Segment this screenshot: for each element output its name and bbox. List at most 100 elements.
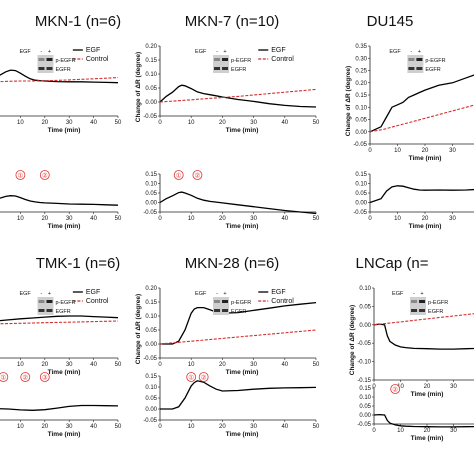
x-tick-label: 20	[219, 362, 226, 368]
series-line-control	[159, 329, 317, 345]
blot-band	[46, 309, 53, 312]
blot-sign: +	[223, 291, 226, 297]
blot-band-label: EGFR	[55, 309, 70, 315]
inset-x-tick-label: 0	[158, 424, 162, 430]
x-tick-label: 20	[422, 148, 429, 154]
series-line-control	[159, 88, 317, 103]
inset-y-tick-label: 0.00	[145, 407, 157, 413]
y-tick-label: 0.10	[359, 286, 371, 292]
x-tick-label: 50	[115, 120, 122, 126]
blot-band	[222, 300, 229, 303]
time-point-marker-label: ②	[42, 171, 48, 179]
y-tick-label: 0.20	[145, 286, 157, 292]
series-line-egf	[369, 74, 474, 133]
y-tick-label: 0.00	[359, 323, 371, 329]
y-tick-label: 0.05	[355, 118, 367, 124]
inset-x-tick-label: 50	[313, 216, 320, 222]
inset-series-line	[0, 404, 119, 411]
inset-x-tick-label: 10	[17, 424, 24, 430]
y-tick-label: -0.05	[357, 341, 371, 347]
x-tick-label: 10	[397, 384, 404, 390]
blot-image	[410, 297, 427, 315]
blot-band	[416, 58, 423, 61]
blot-band	[411, 309, 418, 312]
y-tick-label: 0.00	[355, 130, 367, 136]
blot-band	[38, 300, 45, 303]
blot-image	[213, 297, 230, 315]
inset-y-tick-label: 0.15	[145, 374, 157, 380]
inset-y-tick-label: 0.05	[359, 404, 371, 410]
y-axis-label: Change of ΔR (degree)	[345, 66, 352, 136]
panel-title: MKN-1 (n=6)	[35, 13, 121, 30]
blot-image	[213, 55, 230, 73]
inset-y-tick-label: 0.15	[145, 172, 157, 178]
inset-y-tick-label: 0.05	[145, 396, 157, 402]
inset-y-tick-label: 0.00	[355, 201, 367, 207]
blot-band-label: p-EGFR	[55, 58, 75, 64]
inset-x-tick-label: 40	[90, 216, 97, 222]
inset-y-tick-label: -0.05	[353, 210, 367, 216]
legend-label: EGF	[86, 47, 100, 54]
blot-treatment-label: EGF	[392, 291, 404, 297]
blot-sign: -	[216, 291, 218, 297]
inset-x-tick-label: 0	[158, 216, 162, 222]
y-tick-label: 0.25	[355, 69, 367, 75]
x-tick-label: 0	[372, 384, 376, 390]
blot-sign: -	[410, 49, 412, 55]
y-tick-label: 0.30	[355, 56, 367, 62]
inset-x-tick-label: 20	[219, 424, 226, 430]
blot-band	[214, 58, 221, 61]
inset-x-axis-label: Time (min)	[48, 223, 81, 230]
time-point-marker-label: ②	[392, 385, 398, 393]
time-point-marker	[20, 372, 31, 382]
blot-band	[38, 67, 45, 70]
blot-band	[46, 67, 53, 70]
blot-sign: +	[48, 291, 51, 297]
blot-band	[419, 309, 426, 312]
y-tick-label: -0.15	[357, 378, 371, 384]
inset-x-tick-label: 10	[394, 216, 401, 222]
y-tick-label: -0.05	[353, 142, 367, 148]
inset-x-tick-label: 30	[66, 424, 73, 430]
series-line-control	[0, 77, 119, 83]
y-tick-label: 0.05	[145, 86, 157, 92]
y-tick-label: 0.00	[145, 342, 157, 348]
x-axis-label: Time (min)	[411, 391, 444, 398]
inset-x-tick-label: 30	[66, 216, 73, 222]
blot-image	[37, 55, 54, 73]
blot-sign: -	[216, 49, 218, 55]
blot-sign: -	[413, 291, 415, 297]
inset-y-tick-label: 0.05	[355, 191, 367, 197]
inset-x-tick-label: 50	[115, 424, 122, 430]
x-tick-label: 30	[449, 148, 456, 154]
y-axis-label: Change of ΔR (degree)	[135, 294, 142, 364]
x-axis-label: Time (min)	[226, 369, 259, 376]
x-axis-label: Time (min)	[48, 127, 81, 134]
series-line-egf	[0, 315, 119, 322]
x-tick-label: 20	[219, 120, 226, 126]
blot-treatment-label: EGF	[389, 49, 401, 55]
x-tick-label: 10	[17, 362, 24, 368]
blot-band	[214, 309, 221, 312]
y-tick-label: -0.05	[143, 114, 157, 120]
inset-x-tick-label: 20	[41, 424, 48, 430]
blot-band-label: p-EGFR	[425, 58, 445, 64]
time-point-marker	[0, 372, 9, 382]
blot-band	[46, 58, 53, 61]
y-axis-label: Change of ΔR (degree)	[349, 305, 356, 375]
time-point-marker-label: ①	[0, 373, 6, 381]
y-tick-label: 0.20	[145, 44, 157, 50]
time-point-marker-label: ③	[42, 373, 48, 381]
y-tick-label: 0.10	[145, 72, 157, 78]
inset-y-tick-label: -0.05	[143, 210, 157, 216]
x-tick-label: 40	[281, 362, 288, 368]
panel-title: LNCap (n=	[356, 255, 429, 272]
inset-y-tick-label: 0.00	[145, 201, 157, 207]
x-tick-label: 50	[313, 120, 320, 126]
x-tick-label: 0	[158, 362, 162, 368]
x-tick-label: 40	[90, 362, 97, 368]
inset-x-axis-label: Time (min)	[226, 223, 259, 230]
series-line-egf	[159, 84, 317, 108]
blot-band	[408, 58, 415, 61]
